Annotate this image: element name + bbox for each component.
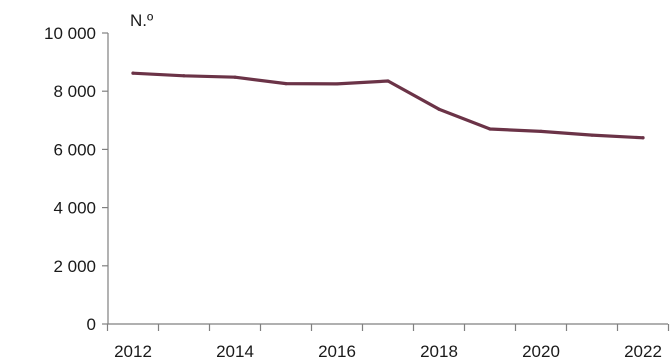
data-point [335, 82, 339, 86]
data-point [284, 82, 288, 86]
data-point [437, 107, 441, 111]
x-tick-label: 2016 [318, 342, 356, 361]
data-point [233, 75, 237, 79]
x-tick-label: 2020 [522, 342, 560, 361]
data-point [386, 79, 390, 83]
data-point [641, 136, 645, 140]
y-tick-label: 8 000 [53, 82, 96, 101]
y-tick-label: 2 000 [53, 257, 96, 276]
y-tick-label: 0 [87, 315, 96, 334]
data-point [182, 74, 186, 78]
data-point [131, 71, 135, 75]
y-tick-label: 10 000 [44, 24, 96, 43]
x-tick-label: 2014 [216, 342, 254, 361]
y-tick-label: 6 000 [53, 140, 96, 159]
x-tick-label: 2022 [624, 342, 662, 361]
x-tick-label: 2018 [420, 342, 458, 361]
x-tick-label: 2012 [114, 342, 152, 361]
axes [102, 32, 670, 331]
labels-layer: 0 2 000 4 000 6 000 8 000 10 000 2012 2014 2016 2… [44, 11, 662, 361]
y-axis-unit-label: N.º [130, 11, 153, 30]
y-tick-label: 4 000 [53, 199, 96, 218]
data-point [488, 127, 492, 131]
data-point [590, 133, 594, 137]
series-layer [131, 71, 645, 140]
series-line-0 [131, 71, 645, 140]
data-point [539, 129, 543, 133]
